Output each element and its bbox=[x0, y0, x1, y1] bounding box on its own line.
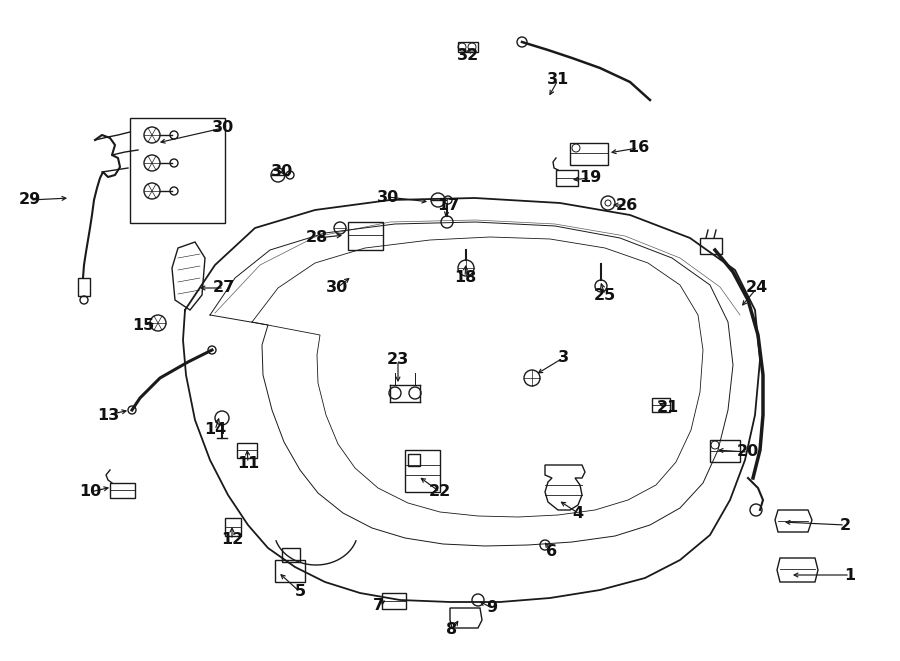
Bar bbox=[130, 118, 225, 223]
Text: 17: 17 bbox=[436, 198, 459, 212]
Text: 29: 29 bbox=[19, 192, 41, 208]
Text: 27: 27 bbox=[213, 280, 235, 295]
Text: 9: 9 bbox=[486, 600, 498, 615]
Text: 8: 8 bbox=[446, 623, 457, 637]
Bar bbox=[652, 398, 670, 412]
Polygon shape bbox=[172, 242, 205, 310]
Text: 22: 22 bbox=[429, 485, 451, 500]
Bar bbox=[78, 278, 90, 296]
Text: 30: 30 bbox=[271, 165, 293, 180]
Polygon shape bbox=[775, 510, 812, 532]
Text: 11: 11 bbox=[237, 455, 259, 471]
Text: 1: 1 bbox=[844, 568, 856, 582]
Bar bbox=[225, 518, 241, 536]
Bar bbox=[348, 222, 383, 250]
Bar bbox=[556, 170, 578, 186]
Text: 2: 2 bbox=[840, 518, 850, 533]
Text: 20: 20 bbox=[737, 444, 759, 459]
Polygon shape bbox=[545, 465, 585, 510]
Text: 19: 19 bbox=[579, 171, 601, 186]
Bar bbox=[458, 42, 478, 52]
Bar bbox=[710, 440, 740, 462]
Text: 3: 3 bbox=[557, 350, 569, 366]
Text: 15: 15 bbox=[132, 317, 154, 332]
Text: 30: 30 bbox=[326, 280, 348, 295]
Polygon shape bbox=[777, 558, 818, 582]
Bar bbox=[275, 560, 305, 582]
Text: 7: 7 bbox=[373, 598, 383, 613]
Text: 25: 25 bbox=[594, 288, 616, 303]
Text: 26: 26 bbox=[616, 198, 638, 212]
Text: 6: 6 bbox=[546, 545, 558, 559]
Text: 24: 24 bbox=[746, 280, 768, 295]
Text: 5: 5 bbox=[294, 584, 306, 600]
Bar bbox=[282, 548, 300, 562]
Text: 31: 31 bbox=[547, 73, 569, 87]
Polygon shape bbox=[450, 608, 482, 628]
Bar bbox=[382, 593, 406, 609]
Text: 13: 13 bbox=[97, 407, 119, 422]
Bar bbox=[405, 450, 440, 492]
Text: 30: 30 bbox=[212, 120, 234, 136]
Text: 18: 18 bbox=[454, 270, 476, 284]
Text: 10: 10 bbox=[79, 485, 101, 500]
Text: 21: 21 bbox=[657, 399, 680, 414]
Text: 23: 23 bbox=[387, 352, 410, 368]
Text: 4: 4 bbox=[572, 506, 583, 520]
Bar bbox=[700, 238, 722, 254]
Bar bbox=[570, 143, 608, 165]
Text: 30: 30 bbox=[377, 190, 399, 204]
Text: 32: 32 bbox=[457, 48, 479, 63]
Bar bbox=[237, 443, 257, 458]
Bar bbox=[110, 483, 135, 498]
Text: 16: 16 bbox=[627, 141, 649, 155]
Text: 28: 28 bbox=[306, 231, 328, 245]
Text: 14: 14 bbox=[204, 422, 226, 438]
Bar bbox=[408, 454, 420, 466]
Text: 12: 12 bbox=[220, 533, 243, 547]
